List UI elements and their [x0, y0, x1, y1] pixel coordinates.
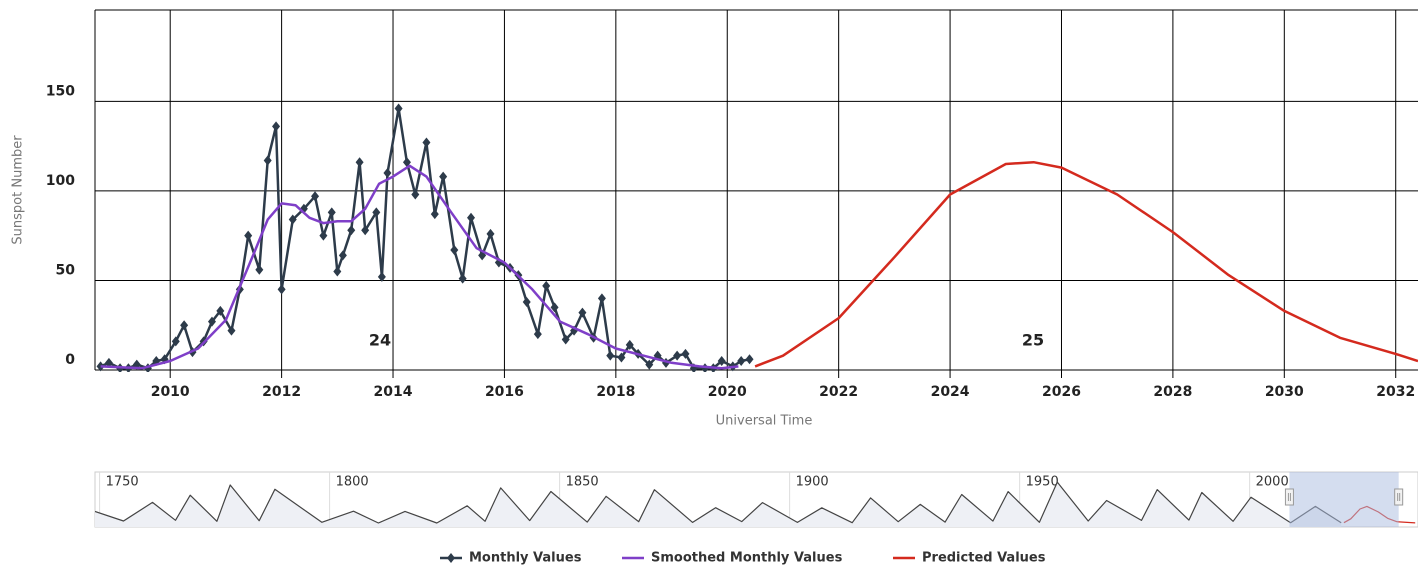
x-tick-label: 2012 — [262, 384, 301, 400]
data-point — [673, 350, 682, 361]
series-line — [100, 107, 750, 370]
legend-label: Smoothed Monthly Values — [651, 551, 843, 566]
x-tick-label: 2010 — [151, 384, 190, 400]
data-point — [272, 121, 281, 132]
legend-label: Predicted Values — [922, 551, 1046, 566]
data-point — [383, 167, 392, 178]
data-point — [597, 293, 606, 304]
data-point — [606, 350, 615, 361]
data-point — [171, 336, 180, 347]
data-point — [338, 250, 347, 261]
series-line — [754, 160, 1418, 368]
navigator-handle — [1394, 488, 1404, 506]
x-tick-label: 2016 — [485, 384, 524, 400]
data-point — [467, 212, 476, 223]
data-point — [96, 361, 105, 372]
data-point — [617, 352, 626, 363]
navigator-tick-label: 1750 — [106, 475, 139, 490]
y-axis-title: Sunspot Number — [11, 135, 26, 245]
cycle-label: 25 — [1022, 331, 1044, 350]
data-point — [180, 320, 189, 331]
x-tick-label: 2028 — [1153, 384, 1192, 400]
data-point — [561, 334, 570, 345]
y-tick-label: 100 — [46, 173, 75, 189]
data-point — [625, 339, 634, 350]
navigator-tick-label: 1850 — [566, 475, 599, 490]
data-point — [227, 325, 236, 336]
x-tick-label: 2022 — [819, 384, 858, 400]
x-tick-label: 2032 — [1376, 384, 1415, 400]
data-point — [439, 171, 448, 182]
data-point — [550, 302, 559, 313]
navigator-selection — [1289, 472, 1399, 527]
data-point — [689, 363, 698, 372]
data-point — [377, 271, 386, 282]
data-point — [450, 245, 459, 255]
x-tick-label: 2020 — [708, 384, 747, 400]
data-point — [533, 329, 542, 340]
data-point — [737, 356, 746, 367]
navigator-tick-label: 2000 — [1256, 475, 1289, 490]
data-point — [288, 214, 297, 225]
data-point — [458, 273, 467, 284]
data-point — [311, 191, 320, 202]
data-point — [244, 230, 253, 241]
legend-label: Monthly Values — [469, 551, 582, 566]
data-point — [542, 280, 551, 291]
data-point — [745, 354, 754, 365]
x-tick-label: 2026 — [1042, 384, 1081, 400]
data-point — [355, 157, 364, 168]
data-point — [104, 357, 113, 368]
y-tick-label: 150 — [46, 83, 75, 99]
data-point — [645, 359, 654, 370]
data-point — [361, 225, 370, 236]
plot-area — [96, 103, 1418, 372]
data-point — [207, 316, 216, 327]
x-tick-label: 2024 — [931, 384, 970, 400]
legend-marker — [447, 553, 455, 563]
cycle-label: 24 — [369, 331, 391, 350]
data-point — [347, 225, 356, 236]
data-point — [394, 103, 403, 114]
data-point — [216, 305, 225, 316]
x-tick-label: 2030 — [1265, 384, 1304, 400]
data-point — [486, 228, 495, 239]
data-point — [319, 230, 328, 241]
series-line — [100, 164, 739, 370]
navigator-tick-label: 1800 — [336, 475, 369, 490]
navigator-handle — [1284, 488, 1294, 506]
data-point — [717, 356, 726, 367]
data-point — [372, 207, 381, 218]
data-point — [333, 266, 342, 277]
data-point — [402, 157, 411, 168]
data-point — [255, 264, 264, 275]
x-tick-label: 2018 — [596, 384, 635, 400]
y-tick-label: 0 — [65, 352, 75, 368]
data-point — [277, 284, 286, 295]
data-point — [422, 137, 431, 148]
navigator-fill — [95, 482, 1342, 527]
data-point — [263, 155, 272, 166]
x-tick-label: 2014 — [374, 384, 413, 400]
data-point — [411, 189, 420, 200]
data-point — [578, 307, 587, 318]
x-axis-title: Universal Time — [716, 414, 813, 429]
navigator-tick-label: 1950 — [1026, 475, 1059, 490]
data-point — [327, 207, 336, 218]
series-line — [95, 481, 1342, 524]
data-point — [522, 296, 531, 307]
y-tick-label: 50 — [56, 262, 76, 278]
navigator-tick-label: 1900 — [796, 475, 829, 490]
data-point — [430, 209, 439, 220]
data-point — [681, 348, 690, 359]
